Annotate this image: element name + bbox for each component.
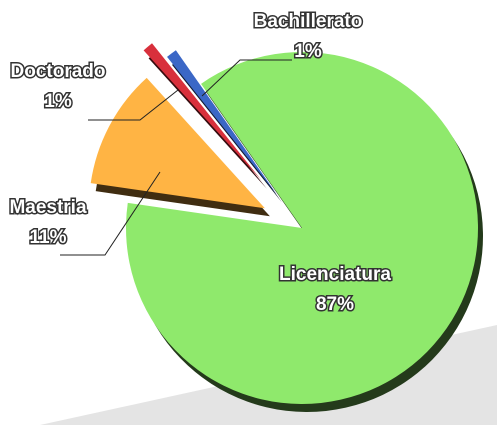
slice xyxy=(90,77,265,209)
slice-value-label: 87% xyxy=(316,294,354,315)
slice xyxy=(126,51,478,404)
labels: Licenciatura 87% Maestria 11% Doctorado 1% Bac… xyxy=(8,10,393,317)
pie xyxy=(90,43,483,412)
slice-label: Doctorado xyxy=(11,61,106,82)
slice-value-label: 1% xyxy=(294,41,322,62)
leader-line xyxy=(88,89,179,121)
slice-label: Licenciatura xyxy=(279,264,391,285)
slice xyxy=(143,43,262,181)
slice-label: Bachillerato xyxy=(254,11,363,32)
leader-line xyxy=(60,171,161,256)
slice-value-label: 1% xyxy=(44,91,72,112)
slice-label: Maestria xyxy=(9,197,87,218)
leader-line xyxy=(201,59,292,97)
slice-value-label: 11% xyxy=(30,227,67,248)
slice xyxy=(167,50,277,195)
